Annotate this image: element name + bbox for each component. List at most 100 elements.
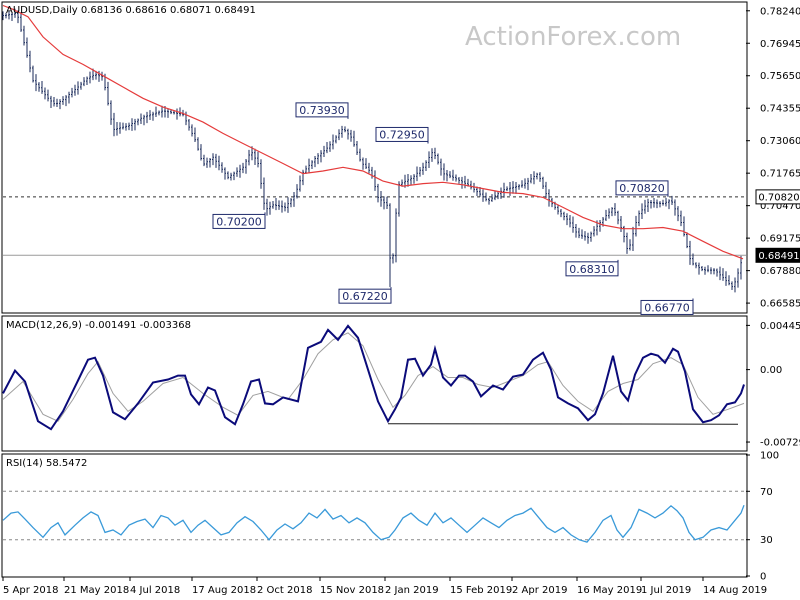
price-bar (719, 266, 721, 281)
price-bar (713, 268, 715, 275)
price-bar (728, 275, 730, 286)
price-bar (41, 80, 43, 94)
price-bar (53, 97, 55, 107)
price-bar (650, 199, 652, 209)
price-bar (380, 190, 382, 207)
price-y-tick-label: 0.71765 (760, 169, 800, 180)
price-bar (35, 74, 37, 92)
price-bar (422, 162, 424, 175)
price-y-tick-label: 0.66585 (760, 299, 800, 310)
price-bar (200, 144, 202, 161)
price-bar (278, 200, 280, 210)
price-bar (161, 105, 163, 118)
price-bar (287, 197, 289, 213)
price-bar (353, 130, 355, 147)
price-callout-label: 0.66770 (644, 301, 690, 314)
price-bar (230, 172, 232, 181)
price-bar (368, 162, 370, 174)
price-hlines (3, 196, 746, 256)
price-bar (365, 158, 367, 169)
price-bar (80, 81, 82, 90)
price-y-tick-label: 0.76945 (760, 39, 800, 50)
price-bar (581, 229, 583, 239)
price-y-tick-label: 0.74355 (760, 104, 800, 115)
price-bar (512, 181, 514, 194)
price-bar (416, 166, 418, 182)
price-bar (455, 174, 457, 182)
price-bar (698, 262, 700, 275)
macd-layer: 0.004456 0.00 -0.007298 (2, 321, 800, 449)
x-tick-label: 15 Nov 2018 (320, 585, 384, 596)
price-bar (332, 134, 334, 150)
price-bar (50, 95, 52, 108)
price-bar (155, 106, 157, 117)
price-bar (281, 200, 283, 213)
price-bar (335, 135, 337, 144)
price-bar (407, 173, 409, 187)
rsi-panel-frame (1, 453, 748, 578)
price-bar (560, 209, 562, 218)
price-bar (509, 181, 511, 196)
price-callout: 0.70820 (615, 180, 669, 197)
price-bar (410, 175, 412, 185)
price-bar (338, 129, 340, 141)
price-bar (626, 232, 628, 254)
price-bar (62, 96, 64, 105)
price-bar (614, 203, 616, 216)
x-tick-label: 15 Feb 2019 (450, 585, 512, 596)
price-bar (323, 145, 325, 157)
price-bar (686, 232, 688, 249)
watermark-text: ActionForex.com (465, 22, 681, 52)
price-bar (740, 255, 742, 280)
price-bar (482, 189, 484, 202)
price-y-tick-label: 0.67880 (760, 266, 800, 277)
price-y-tick-label: 0.73060 (760, 136, 800, 147)
price-bar (224, 167, 226, 180)
price-bar (533, 171, 535, 185)
price-bar (398, 181, 400, 217)
price-bar (431, 148, 433, 162)
price-bar (494, 190, 496, 201)
price-bar (671, 195, 673, 206)
price-bar (176, 108, 178, 120)
price-bar (419, 166, 421, 177)
x-tick-label: 5 Apr 2018 (3, 585, 58, 596)
price-bar (620, 216, 622, 233)
price-bar (59, 99, 61, 110)
price-bar (191, 124, 193, 137)
price-bar (539, 172, 541, 182)
price-bar (89, 71, 91, 84)
price-bar (122, 122, 124, 130)
price-bar (329, 141, 331, 152)
price-bar (47, 89, 49, 102)
price-callout-label: 0.73930 (299, 104, 345, 117)
price-bar (239, 164, 241, 178)
price-bar (293, 192, 295, 207)
price-bar (29, 50, 31, 73)
price-bar (563, 211, 565, 221)
price-bar (392, 253, 394, 264)
price-bar (218, 155, 220, 171)
price-bar (116, 122, 118, 136)
price-bar (113, 112, 115, 137)
price-bar (458, 177, 460, 184)
price-bar (470, 180, 472, 190)
price-bar (662, 199, 664, 206)
price-bar (257, 151, 259, 168)
price-bar (134, 118, 136, 131)
macd-y-tick-label: 0.00 (760, 365, 782, 376)
price-bar (530, 174, 532, 184)
price-callout-label: 0.68310 (569, 263, 615, 276)
price-bar (86, 76, 88, 85)
price-bar (269, 201, 271, 215)
price-bar (125, 123, 127, 131)
price-bar (524, 178, 526, 189)
price-bar (98, 70, 100, 82)
price-bar (227, 171, 229, 180)
price-bar (734, 277, 736, 293)
price-header: AUDUSD,Daily 0.68136 0.68616 0.68071 0.6… (6, 5, 256, 16)
x-tick-label: 1 Jul 2019 (641, 585, 691, 596)
price-bar (77, 81, 79, 95)
price-bar (11, 12, 13, 21)
price-callout: 0.73930 (295, 102, 349, 119)
